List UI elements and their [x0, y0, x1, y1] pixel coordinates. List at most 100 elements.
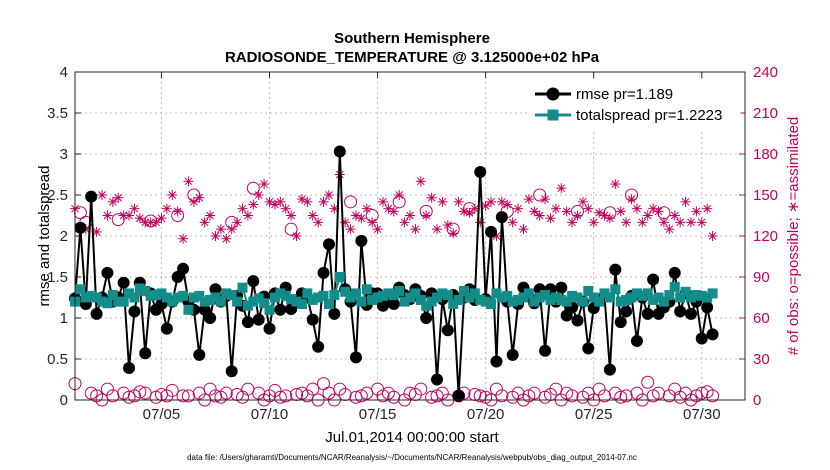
obs-possible-marker — [641, 375, 655, 389]
obs-assimilated-marker — [464, 207, 475, 218]
series-layer — [68, 145, 720, 407]
rmse-point — [474, 166, 487, 179]
totalspread-point — [626, 292, 637, 303]
obs-assimilated-marker — [377, 196, 388, 207]
totalspread-point — [129, 292, 140, 303]
rmse-point — [647, 273, 660, 286]
obs-assimilated-marker — [318, 196, 329, 207]
obs-assimilated-marker — [426, 192, 437, 203]
obs-assimilated-marker — [215, 224, 226, 235]
x-tick-label: 07/20 — [467, 406, 505, 423]
totalspread-point — [437, 288, 448, 299]
totalspread-point — [680, 286, 691, 297]
obs-assimilated-marker — [540, 194, 551, 205]
y-right-tick-label: 30 — [753, 351, 770, 368]
totalspread-point — [610, 284, 621, 295]
rmse-point — [674, 305, 687, 318]
obs-assimilated-marker — [264, 196, 275, 207]
totalspread-point — [334, 272, 345, 282]
y-right-tick-label: 60 — [753, 310, 770, 327]
rmse-point — [539, 344, 552, 357]
totalspread-point — [329, 290, 340, 301]
rmse-point — [571, 314, 584, 327]
rmse-point — [387, 298, 400, 311]
obs-assimilated-marker — [561, 206, 572, 217]
obs-assimilated-marker — [97, 190, 108, 200]
obs-possible-marker — [176, 389, 190, 403]
rmse-point — [695, 332, 708, 345]
obs-assimilated-marker — [599, 210, 610, 221]
rmse-point — [701, 301, 714, 314]
obs-assimilated-marker — [502, 199, 513, 210]
totalspread-point — [269, 292, 280, 303]
obs-assimilated-marker — [486, 196, 497, 207]
obs-assimilated-marker — [194, 192, 205, 203]
totalspread-point — [264, 304, 275, 315]
obs-possible-marker — [706, 389, 720, 403]
totalspread-point — [707, 288, 718, 299]
totalspread-point — [178, 290, 189, 301]
obs-assimilated-marker — [642, 210, 653, 221]
totalspread-point — [696, 290, 707, 301]
y-left-tick-label: 2.5 — [47, 187, 68, 204]
totalspread-point — [313, 292, 324, 303]
totalspread-point — [140, 285, 151, 296]
rmse-point — [209, 283, 222, 296]
rmse-point — [485, 225, 498, 238]
obs-assimilated-marker — [480, 200, 491, 211]
totalspread-point — [221, 288, 232, 299]
obs-assimilated-marker — [372, 224, 383, 235]
y-left-tick-label: 3 — [60, 146, 68, 163]
totalspread-point — [307, 294, 318, 305]
x-tick-label: 07/05 — [143, 406, 181, 423]
rmse-point — [603, 363, 616, 376]
totalspread-point — [199, 296, 210, 307]
totalspread-point — [491, 288, 502, 299]
totalspread-point — [97, 296, 108, 307]
totalspread-point — [518, 292, 529, 303]
totalspread-point — [621, 294, 632, 305]
obs-assimilated-marker — [448, 228, 459, 239]
rmse-point — [630, 334, 643, 347]
obs-assimilated-marker — [696, 217, 707, 228]
totalspread-point — [469, 288, 480, 299]
rmse-point — [614, 316, 627, 329]
totalspread-point — [134, 283, 145, 294]
totalspread-point — [529, 296, 540, 307]
obs-assimilated-marker — [415, 176, 426, 187]
rmse-point — [431, 373, 444, 386]
x-tick-label: 07/10 — [251, 406, 289, 423]
obs-assimilated-marker — [648, 203, 659, 214]
obs-possible-marker — [306, 382, 320, 396]
y-right-tick-label: 210 — [753, 105, 778, 122]
rmse-point — [90, 307, 103, 320]
rmse-point — [101, 266, 114, 279]
obs-assimilated-marker — [129, 203, 140, 214]
obs-assimilated-marker — [685, 217, 696, 228]
totalspread-point — [318, 290, 329, 301]
totalspread-point — [80, 292, 91, 303]
obs-assimilated-marker — [621, 217, 632, 228]
totalspread-point — [702, 292, 713, 303]
obs-assimilated-marker — [226, 224, 237, 235]
y-left-tick-label: 1 — [60, 310, 68, 327]
totalspread-point — [172, 292, 183, 303]
obs-assimilated-marker — [156, 213, 167, 224]
obs-possible-marker — [273, 390, 287, 404]
totalspread-point — [194, 290, 205, 301]
rmse-point — [247, 275, 260, 288]
totalspread-point — [345, 292, 356, 303]
totalspread-point — [685, 292, 696, 303]
totalspread-point — [399, 296, 410, 307]
rmse-point — [193, 348, 206, 361]
totalspread-point — [561, 296, 572, 307]
obs-assimilated-marker — [669, 210, 680, 221]
rmse-point — [441, 324, 454, 337]
obs-assimilated-marker — [658, 217, 669, 228]
axis-ticks: 07/05 07/10 07/15 07/20 07/25 07/30 0 0.5 1 1.5 2 2… — [47, 64, 778, 423]
legend-totalspread-marker — [547, 109, 559, 121]
obs-possible-marker — [344, 195, 358, 209]
obs-assimilated-marker — [588, 217, 599, 228]
totalspread-point — [572, 292, 583, 303]
